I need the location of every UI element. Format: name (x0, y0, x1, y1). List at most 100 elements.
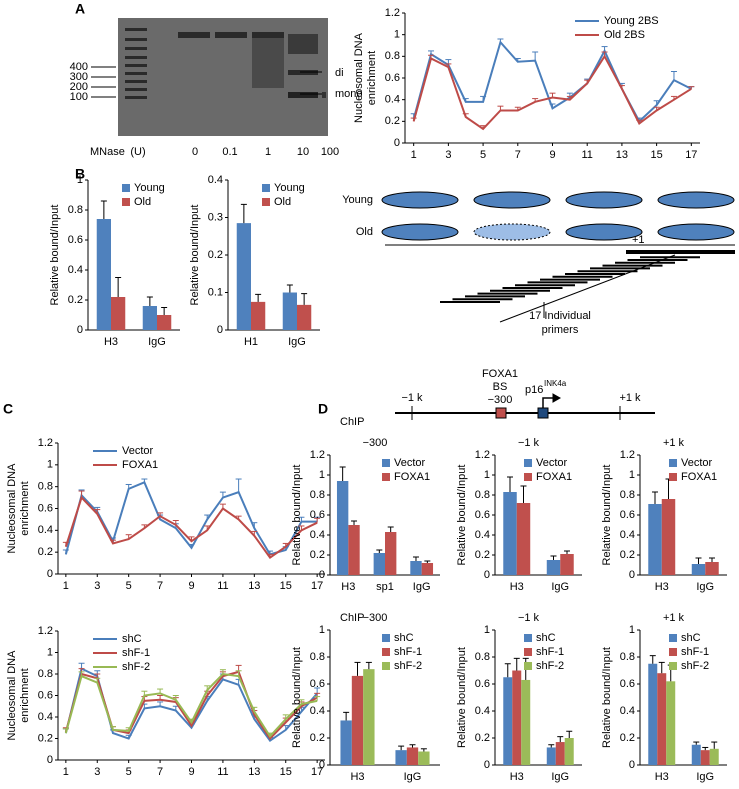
error-bar (62, 541, 69, 547)
bar (373, 553, 385, 575)
legend-label: FOXA1 (394, 471, 430, 483)
x-tick-label: IgG (551, 771, 569, 783)
bar (340, 720, 352, 765)
marker-label: 200 (70, 81, 88, 93)
error-bar (267, 732, 274, 737)
y-tick-label: 0 (394, 137, 400, 149)
y-tick-label: 0.3 (208, 211, 223, 223)
y-tick-label: 0 (319, 569, 325, 581)
x-tick-label: 3 (94, 766, 100, 778)
y-tick-label: 0.4 (620, 529, 635, 541)
error-bar (480, 95, 487, 102)
error-bar (497, 38, 504, 43)
error-bar (188, 544, 195, 548)
y-tick-label: 1 (629, 469, 635, 481)
error-bar (251, 522, 258, 529)
row-label: Old (356, 226, 373, 238)
error-bar (94, 677, 101, 683)
error-bar (94, 673, 101, 679)
error-bar (365, 661, 372, 670)
y-tick-label: 0.6 (385, 72, 400, 84)
legend-swatch (382, 662, 390, 670)
lane-label: 0 (192, 146, 198, 158)
x-tick-label: 13 (248, 766, 260, 778)
legend-swatch (669, 648, 677, 656)
error-bar (601, 46, 608, 51)
bar (691, 744, 701, 765)
bar (555, 742, 565, 765)
y-tick-label: 0.2 (310, 732, 325, 744)
error-bar (653, 100, 660, 106)
y-tick-label: 0 (629, 759, 635, 771)
error-bar (314, 687, 321, 694)
error-bar (235, 478, 242, 493)
legend-label: shC (122, 633, 142, 645)
x-tick-label: 9 (549, 149, 555, 161)
legend-label: shF-2 (122, 661, 150, 673)
gene-label: p16 (525, 384, 543, 396)
y-tick-label: 0 (77, 324, 83, 336)
y-tick-label: 0 (484, 569, 490, 581)
x-tick-label: H3 (341, 581, 355, 593)
y-axis-label: Relative bound/Input (291, 465, 303, 566)
y-tick-label: 0.2 (68, 294, 83, 306)
y-tick-label: 0.6 (310, 509, 325, 521)
primer-label: 17 Individual (529, 310, 591, 322)
error-bar (409, 744, 416, 748)
bar (705, 562, 719, 575)
y-tick-label: 1 (319, 469, 325, 481)
bar (691, 564, 706, 575)
legend-swatch (669, 473, 677, 481)
panel-label: B (75, 166, 85, 182)
x-tick-label: 5 (126, 580, 132, 592)
x-tick-label: H3 (510, 581, 524, 593)
y-tick-label: 0.4 (38, 524, 53, 536)
y-tick-label: 1.2 (620, 449, 635, 461)
x-tick-label: 7 (157, 766, 163, 778)
gel (118, 18, 328, 136)
error-bar (601, 51, 608, 57)
error-bar (428, 50, 435, 55)
error-bar (157, 695, 164, 700)
error-bar (520, 485, 527, 503)
bar (395, 750, 407, 765)
error-bar (507, 476, 514, 492)
legend-label: shF-2 (394, 660, 422, 672)
x-tick-label: IgG (413, 581, 431, 593)
error-bar (62, 549, 69, 555)
bar (111, 297, 126, 330)
error-bar (549, 92, 556, 98)
y-tick-label: 1 (47, 459, 53, 471)
bar (657, 673, 667, 765)
legend-label: Old (274, 196, 291, 208)
x-tick-label: 17 (311, 580, 323, 592)
legend-swatch (524, 473, 532, 481)
legend-label: Young (274, 182, 305, 194)
error-bar (566, 95, 573, 100)
legend-swatch (669, 459, 677, 467)
bar (648, 663, 658, 765)
y-axis-label: Nucleosomal DNA (353, 32, 365, 123)
y-tick-label: 0.6 (475, 678, 490, 690)
y-tick-label: 1.2 (385, 7, 400, 19)
error-bar (566, 730, 573, 738)
y-axis-label: Relative bound/Input (601, 465, 613, 566)
bar (546, 747, 556, 765)
y-tick-label: 0.6 (38, 689, 53, 701)
legend-label: shC (394, 632, 414, 644)
y-tick-label: 0.8 (385, 50, 400, 62)
error-bar (398, 745, 405, 751)
error-bar (636, 119, 643, 124)
error-bar (665, 478, 672, 499)
error-bar (240, 203, 247, 224)
legend-label: Vector (681, 457, 713, 469)
error-bar (497, 105, 504, 111)
error-bar (548, 744, 555, 748)
x-tick-label: 7 (157, 580, 163, 592)
x-tick-label: sp1 (376, 581, 394, 593)
bar (406, 747, 419, 765)
y-tick-label: 0.8 (475, 489, 490, 501)
error-bar (125, 483, 132, 489)
chart-title: −1 k (518, 612, 540, 624)
bar (700, 750, 710, 765)
